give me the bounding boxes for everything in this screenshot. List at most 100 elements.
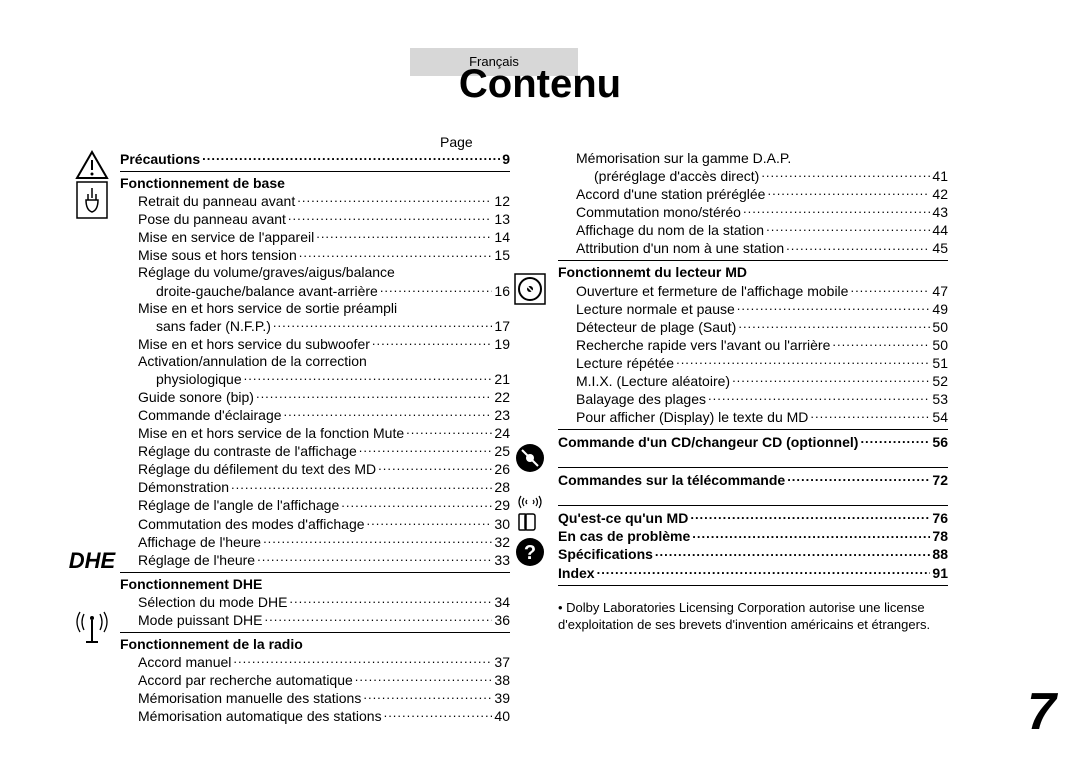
toc-dots	[263, 533, 492, 547]
divider	[558, 429, 948, 430]
toc-page: 42	[932, 186, 948, 203]
toc-row: Réglage du volume/graves/aigus/balance	[120, 264, 510, 281]
toc-row: Affichage du nom de la station44	[558, 221, 948, 239]
toc-label: Accord manuel	[138, 654, 231, 671]
toc-page: 49	[932, 301, 948, 318]
toc-dots	[384, 707, 493, 721]
toc-dots	[265, 611, 493, 625]
toc-row: Réglage de l'heure33	[120, 551, 510, 569]
toc-dots	[341, 496, 492, 510]
toc-label: Qu'est-ce qu'un MD	[558, 510, 688, 527]
toc-dots	[690, 509, 930, 523]
divider	[558, 467, 948, 468]
toc-row: Balayage des plages53	[558, 390, 948, 408]
toc-dots	[288, 210, 493, 224]
toc-label: Recherche rapide vers l'avant ou l'arriè…	[576, 337, 830, 354]
toc-row: Accord d'une station préréglée 42	[558, 185, 948, 203]
toc-label: Lecture répétée	[576, 355, 674, 372]
toc-dots	[692, 527, 930, 541]
toc-dots	[761, 167, 930, 181]
toc-row: Détecteur de plage (Saut)50	[558, 318, 948, 336]
toc-page: 38	[494, 672, 510, 689]
md-disc-icon	[513, 272, 547, 310]
toc-label: Guide sonore (bip)	[138, 389, 254, 406]
toc-row: Mémorisation sur la gamme D.A.P.	[558, 150, 948, 167]
toc-dots	[233, 653, 492, 667]
toc-page: 40	[494, 708, 510, 725]
toc-dots	[738, 318, 930, 332]
toc-page: 24	[494, 425, 510, 442]
divider	[120, 171, 510, 172]
toc-dots	[737, 300, 931, 314]
toc-dots	[860, 433, 930, 447]
toc-row: Attribution d'un nom à une station45	[558, 239, 948, 257]
toc-row: Pour afficher (Display) le texte du MD54	[558, 408, 948, 426]
cd-disc-icon	[514, 442, 546, 478]
toc-page: 72	[932, 472, 948, 489]
divider	[558, 505, 948, 506]
question-icon: ?	[514, 536, 546, 572]
toc-label: Index	[558, 565, 595, 582]
toc-row: Ouverture et fermeture de l'affichage mo…	[558, 282, 948, 300]
right-column: Mémorisation sur la gamme D.A.P.(prérégl…	[558, 150, 948, 725]
section-header-dhe: Fonctionnement DHE	[120, 576, 510, 593]
toc-label: M.I.X. (Lecture aléatoire)	[576, 373, 730, 390]
dhe-icon: DHE	[69, 548, 115, 575]
toc-label: Mode puissant DHE	[138, 612, 263, 629]
toc-page: 9	[502, 151, 510, 168]
toc-row: Précautions 9	[120, 150, 510, 168]
toc-label: physiologique	[156, 371, 242, 388]
toc-label: Balayage des plages	[576, 391, 706, 408]
toc-dots	[299, 246, 493, 260]
toc-row: (préréglage d'accès direct)41	[558, 167, 948, 185]
toc-dots	[297, 192, 492, 206]
toc-dots	[202, 150, 500, 164]
divider	[558, 260, 948, 261]
toc-row: Démonstration28	[120, 478, 510, 496]
remote-icon	[515, 488, 545, 536]
toc-label: Accord d'une station préréglée	[576, 186, 765, 203]
toc-label: Mémorisation sur la gamme D.A.P.	[576, 150, 791, 167]
toc-dots	[810, 408, 930, 422]
toc-label: Réglage du contraste de l'affichage	[138, 443, 357, 460]
toc-label: Réglage de l'angle de l'affichage	[138, 497, 339, 514]
toc-label: Commande d'éclairage	[138, 407, 282, 424]
toc-label: Ouverture et fermeture de l'affichage mo…	[576, 283, 848, 300]
toc-row: Lecture répétée51	[558, 354, 948, 372]
toc-page: 52	[932, 373, 948, 390]
toc-label: Attribution d'un nom à une station	[576, 240, 784, 257]
toc-page: 54	[932, 409, 948, 426]
hand-press-icon	[75, 180, 109, 224]
toc-row: Lecture normale et pause49	[558, 300, 948, 318]
toc-row: Spécifications88	[558, 545, 948, 563]
toc-dots	[676, 354, 930, 368]
toc-row: Retrait du panneau avant12	[120, 192, 510, 210]
warning-icon	[75, 150, 109, 184]
toc-label: Mémorisation automatique des stations	[138, 708, 382, 725]
toc-dots	[257, 551, 492, 565]
toc-row: Mémorisation automatique des stations 40	[120, 707, 510, 725]
toc-page: 78	[932, 528, 948, 545]
toc-dots	[363, 689, 492, 703]
toc-page: 14	[494, 229, 510, 246]
toc-label: Commandes sur la télécommande	[558, 472, 785, 489]
toc-dots	[832, 336, 930, 350]
toc-page: 36	[494, 612, 510, 629]
toc-page: 37	[494, 654, 510, 671]
toc-label: Pose du panneau avant	[138, 211, 286, 228]
toc-row: Commande d'éclairage23	[120, 406, 510, 424]
page-number: 7	[1027, 682, 1056, 742]
toc-dots	[231, 478, 492, 492]
toc-label: sans fader (N.F.P.)	[156, 318, 271, 335]
toc-page: 34	[494, 594, 510, 611]
toc-label: Accord par recherche automatique	[138, 672, 353, 689]
left-column: Précautions 9 Fonctionnement de base Ret…	[120, 150, 510, 725]
toc-page: 41	[932, 168, 948, 185]
toc-row: Affichage de l'heure32	[120, 533, 510, 551]
toc-dots	[732, 372, 930, 386]
toc-label: Sélection du mode DHE	[138, 594, 287, 611]
toc-dots	[378, 460, 492, 474]
toc-row: Accord par recherche automatique 38	[120, 671, 510, 689]
toc-label: En cas de problème	[558, 528, 690, 545]
toc-dots	[244, 370, 493, 384]
